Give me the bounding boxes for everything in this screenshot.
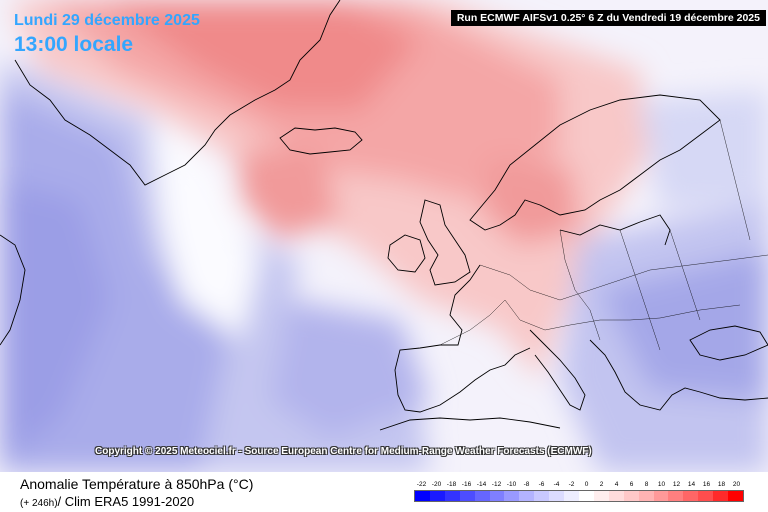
color-scale-labels: -22 -20 -18 -16 -14 -12 -10 -8 -6 -4 -2 0 2 4 6 8 10 12 14…: [414, 481, 744, 491]
color-scale-label: -14: [476, 481, 487, 488]
labrador-coast: [0, 234, 26, 346]
color-scale-swatch: [728, 491, 743, 501]
color-scale-label: 18: [717, 481, 726, 488]
anomaly-field: [0, 0, 768, 472]
iceland-coast: [279, 127, 363, 155]
color-scale-swatch: [608, 491, 624, 501]
color-scale-label: -18: [446, 481, 457, 488]
color-scale-swatch: [623, 491, 639, 501]
color-scale-label: 0: [584, 481, 589, 488]
color-scale-label: 12: [672, 481, 681, 488]
color-scale-swatch: [549, 491, 565, 501]
color-scale-swatch: [668, 491, 684, 501]
color-scale-swatch: [444, 491, 460, 501]
color-scale-label: 2: [599, 481, 604, 488]
color-scale-label: -2: [568, 481, 575, 488]
color-scale-label: 8: [644, 481, 649, 488]
scandinavia-coast: [469, 94, 721, 231]
anomaly-map: [0, 0, 768, 472]
greenland-coast: [14, 0, 341, 186]
borders: [439, 119, 768, 351]
lead-time: (+ 246h): [20, 498, 58, 509]
color-scale-swatch: [429, 491, 445, 501]
color-scale-label: 16: [702, 481, 711, 488]
black-sea-coast: [689, 325, 768, 361]
color-scale-swatch: [489, 491, 505, 501]
coastlines-crisp: [0, 0, 768, 431]
color-scale-swatch: [474, 491, 490, 501]
color-scale-swatch: [504, 491, 520, 501]
color-scale-label: -4: [553, 481, 560, 488]
parameter-subtitle: (+ 246h)/ Clim ERA5 1991-2020: [20, 494, 194, 509]
color-scale-swatch: [698, 491, 714, 501]
color-scale-swatch: [638, 491, 654, 501]
color-scale-swatch: [578, 491, 594, 501]
color-scale-label: 6: [629, 481, 634, 488]
color-scale-label: 14: [687, 481, 696, 488]
color-scale-label: -22: [416, 481, 427, 488]
color-scale-swatch: [519, 491, 535, 501]
ireland-coast: [387, 234, 426, 273]
map-footer: Anomalie Température à 850hPa (°C) (+ 24…: [0, 472, 768, 512]
color-scale-swatch: [459, 491, 475, 501]
north-africa-coast: [379, 417, 561, 431]
color-scale-label: -8: [523, 481, 530, 488]
balkan-coast: [589, 339, 768, 411]
climatology-reference: / Clim ERA5 1991-2020: [57, 494, 195, 509]
italy-coast: [529, 329, 586, 411]
color-scale-label: 20: [732, 481, 741, 488]
color-scale-bar: [414, 490, 744, 502]
europe-west-coast: [394, 264, 531, 413]
forecast-date: Lundi 29 décembre 2025: [14, 12, 200, 29]
color-scale-swatch: [564, 491, 579, 501]
color-scale-label: -20: [431, 481, 442, 488]
color-scale-swatch: [713, 491, 729, 501]
color-scale-label: -10: [506, 481, 517, 488]
color-scale-swatch: [534, 491, 550, 501]
color-scale-swatch: [593, 491, 609, 501]
model-run-label: Run ECMWF AIFSv1 0.25° 6 Z du Vendredi 1…: [450, 10, 766, 26]
color-scale-swatch: [653, 491, 669, 501]
forecast-time: 13:00 locale: [14, 33, 134, 56]
color-scale-label: -12: [491, 481, 502, 488]
color-scale-swatch: [683, 491, 699, 501]
color-scale-label: -16: [461, 481, 472, 488]
color-scale-label: -6: [538, 481, 545, 488]
great-britain-coast: [419, 199, 471, 286]
baltic-coast: [559, 214, 671, 246]
color-scale-swatch: [415, 491, 430, 501]
color-scale-label: 10: [657, 481, 666, 488]
copyright-notice: Copyright © 2025 Meteociel.fr - Source E…: [95, 446, 592, 457]
color-scale-label: 4: [614, 481, 619, 488]
parameter-title: Anomalie Température à 850hPa (°C): [20, 476, 254, 492]
